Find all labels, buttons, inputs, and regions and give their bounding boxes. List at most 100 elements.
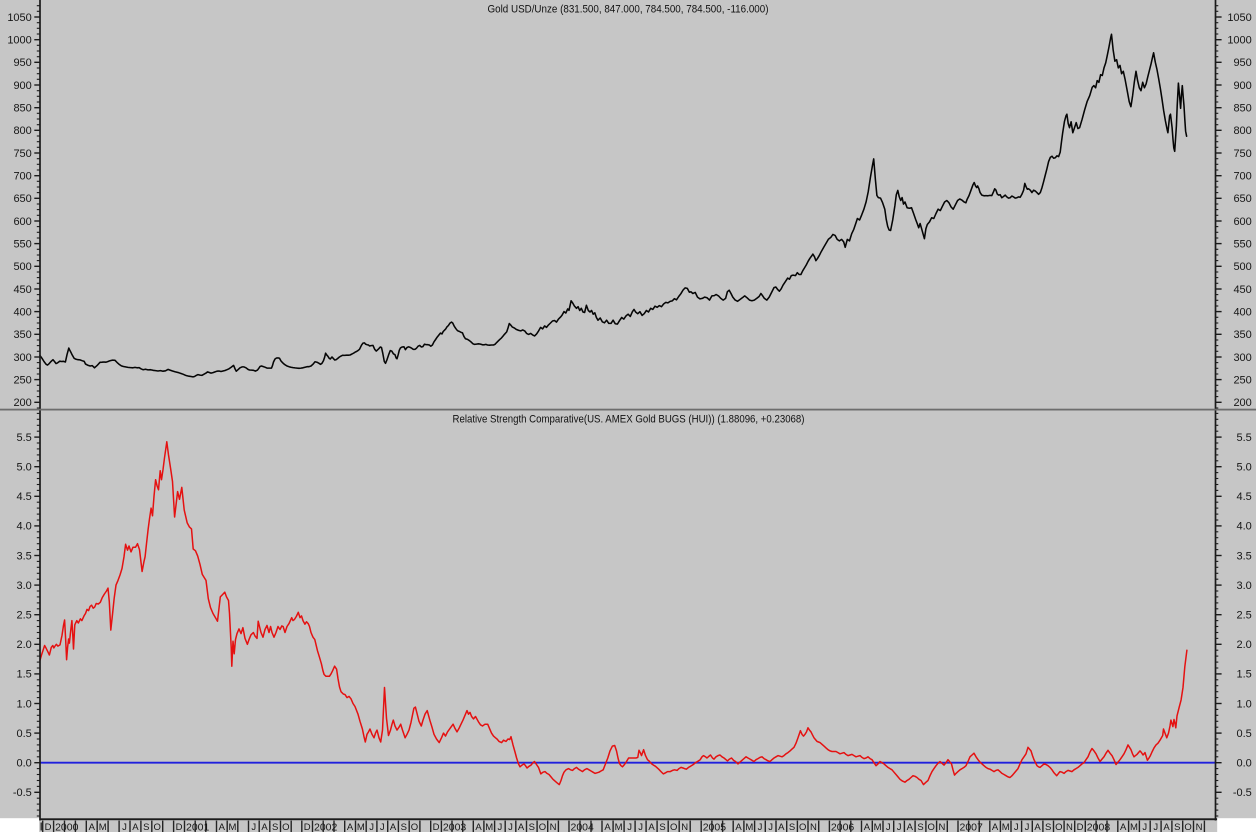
svg-text:J: J xyxy=(380,822,385,832)
svg-text:S: S xyxy=(1045,822,1051,832)
svg-text:A: A xyxy=(518,822,525,832)
svg-text:250: 250 xyxy=(1233,374,1251,386)
svg-text:4.5: 4.5 xyxy=(17,491,32,503)
svg-text:S: S xyxy=(272,822,278,832)
svg-text:900: 900 xyxy=(13,80,31,92)
svg-text:J: J xyxy=(122,822,127,832)
svg-text:2000: 2000 xyxy=(55,822,79,832)
svg-text:1.5: 1.5 xyxy=(17,669,32,681)
svg-text:550: 550 xyxy=(1233,238,1251,250)
svg-text:O: O xyxy=(1055,822,1062,832)
svg-text:200: 200 xyxy=(1233,397,1251,409)
svg-text:2003: 2003 xyxy=(443,822,467,832)
svg-text:D: D xyxy=(1077,822,1084,832)
svg-text:A: A xyxy=(132,822,139,832)
svg-text:M: M xyxy=(99,822,107,832)
svg-text:A: A xyxy=(347,822,354,832)
svg-text:600: 600 xyxy=(1233,216,1251,228)
svg-text:550: 550 xyxy=(13,238,31,250)
svg-text:J: J xyxy=(758,822,763,832)
svg-text:S: S xyxy=(659,822,665,832)
svg-text:A: A xyxy=(778,822,785,832)
svg-text:300: 300 xyxy=(13,352,31,364)
svg-text:650: 650 xyxy=(1233,193,1251,205)
svg-text:J: J xyxy=(251,822,256,832)
svg-text:A: A xyxy=(735,822,742,832)
svg-text:700: 700 xyxy=(13,171,31,183)
svg-text:0.5: 0.5 xyxy=(1237,728,1252,740)
svg-text:700: 700 xyxy=(1233,171,1251,183)
svg-text:J: J xyxy=(886,822,891,832)
svg-text:4.5: 4.5 xyxy=(1237,491,1252,503)
svg-text:Gold USD/Unze (831.500, 847.00: Gold USD/Unze (831.500, 847.000, 784.500… xyxy=(488,4,769,16)
svg-text:J: J xyxy=(369,822,374,832)
svg-text:A: A xyxy=(1120,822,1127,832)
svg-text:O: O xyxy=(411,822,418,832)
svg-text:J: J xyxy=(638,822,643,832)
svg-text:400: 400 xyxy=(1233,306,1251,318)
svg-text:M: M xyxy=(357,822,365,832)
svg-text:J: J xyxy=(1025,822,1030,832)
svg-text:Relative Strength Comparative(: Relative Strength Comparative(US. AMEX G… xyxy=(453,414,805,426)
svg-text:O: O xyxy=(1184,822,1191,832)
svg-text:1.5: 1.5 xyxy=(1237,669,1252,681)
svg-text:2002: 2002 xyxy=(314,822,338,832)
svg-text:M: M xyxy=(1130,822,1138,832)
svg-text:S: S xyxy=(401,822,407,832)
svg-text:4.0: 4.0 xyxy=(1237,521,1252,533)
svg-text:0.5: 0.5 xyxy=(17,728,32,740)
svg-text:1.0: 1.0 xyxy=(1237,698,1252,710)
svg-text:A: A xyxy=(648,822,655,832)
svg-text:1050: 1050 xyxy=(7,12,31,24)
svg-text:O: O xyxy=(539,822,546,832)
svg-text:A: A xyxy=(1163,822,1170,832)
svg-text:A: A xyxy=(219,822,226,832)
svg-text:2007: 2007 xyxy=(960,822,984,832)
svg-text:400: 400 xyxy=(13,306,31,318)
svg-text:A: A xyxy=(475,822,482,832)
svg-text:3.5: 3.5 xyxy=(1237,550,1252,562)
svg-text:2005: 2005 xyxy=(703,822,727,832)
svg-text:500: 500 xyxy=(1233,261,1251,273)
svg-text:A: A xyxy=(604,822,611,832)
svg-text:950: 950 xyxy=(1233,57,1251,69)
svg-text:A: A xyxy=(992,822,999,832)
svg-text:800: 800 xyxy=(13,125,31,137)
svg-text:D: D xyxy=(304,822,311,832)
svg-text:S: S xyxy=(789,822,795,832)
svg-text:D: D xyxy=(176,822,183,832)
svg-text:2.5: 2.5 xyxy=(1237,610,1252,622)
svg-text:3.5: 3.5 xyxy=(17,550,32,562)
svg-text:M: M xyxy=(485,822,493,832)
svg-text:850: 850 xyxy=(1233,103,1251,115)
svg-text:900: 900 xyxy=(1233,80,1251,92)
svg-text:N: N xyxy=(550,822,557,832)
svg-text:A: A xyxy=(89,822,96,832)
svg-text:600: 600 xyxy=(13,216,31,228)
svg-text:0.0: 0.0 xyxy=(1237,758,1252,770)
svg-text:450: 450 xyxy=(1233,284,1251,296)
svg-text:2.0: 2.0 xyxy=(1237,639,1252,651)
svg-text:J: J xyxy=(768,822,773,832)
svg-text:J: J xyxy=(1153,822,1158,832)
svg-text:J: J xyxy=(498,822,503,832)
svg-text:200: 200 xyxy=(13,397,31,409)
svg-text:J: J xyxy=(1014,822,1019,832)
svg-text:M: M xyxy=(745,822,753,832)
svg-text:S: S xyxy=(1174,822,1180,832)
svg-text:N: N xyxy=(938,822,945,832)
svg-text:J: J xyxy=(627,822,632,832)
svg-text:1000: 1000 xyxy=(1227,35,1251,47)
svg-text:1000: 1000 xyxy=(7,35,31,47)
svg-text:A: A xyxy=(261,822,268,832)
svg-text:5.5: 5.5 xyxy=(1237,432,1252,444)
svg-text:D: D xyxy=(45,822,52,832)
svg-text:0.0: 0.0 xyxy=(17,758,32,770)
svg-text:O: O xyxy=(282,822,289,832)
svg-text:M: M xyxy=(874,822,882,832)
svg-text:J: J xyxy=(897,822,902,832)
svg-text:O: O xyxy=(670,822,677,832)
svg-text:-0.5: -0.5 xyxy=(13,787,32,799)
svg-text:2006: 2006 xyxy=(831,822,855,832)
svg-text:N: N xyxy=(810,822,817,832)
